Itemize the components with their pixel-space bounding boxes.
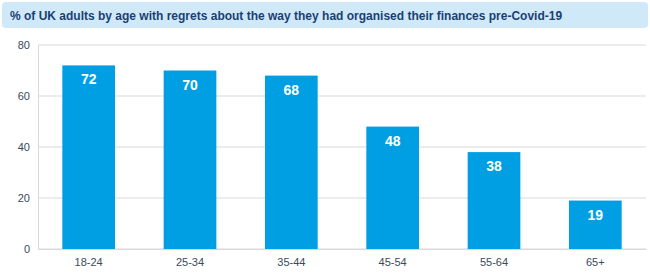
grid-line — [38, 147, 646, 148]
y-tick-label: 20 — [18, 192, 30, 204]
data-label: 48 — [385, 133, 401, 149]
bar — [62, 65, 115, 249]
bar — [265, 76, 318, 249]
bar — [569, 201, 622, 249]
x-tick: 35-44 — [277, 249, 305, 268]
data-labels: 72 70 68 48 38 19 — [81, 71, 603, 222]
y-tick-label: 40 — [18, 141, 30, 153]
x-tick: 55-64 — [480, 249, 508, 268]
y-axis-line — [38, 46, 39, 250]
y-tick: 80 — [18, 39, 38, 51]
x-tick: 18-24 — [75, 249, 103, 268]
y-axis: 0 20 40 60 80 — [18, 39, 39, 255]
y-tick-label: 0 — [24, 243, 30, 255]
grid-line — [38, 198, 646, 199]
x-tick-label: 35-44 — [277, 256, 305, 268]
x-tick-label: 65+ — [586, 256, 605, 268]
chart: % of UK adults by age with regrets about… — [0, 0, 650, 279]
grid-line — [38, 249, 646, 250]
title: % of UK adults by age with regrets about… — [10, 9, 562, 23]
x-tick: 45-54 — [379, 249, 407, 268]
x-axis-line — [39, 249, 647, 250]
bars — [62, 65, 621, 249]
x-tick: 65+ — [586, 249, 605, 268]
x-tick: 25-34 — [176, 249, 204, 268]
y-tick: 60 — [18, 90, 38, 102]
grid-line — [38, 96, 646, 97]
y-tick-label: 60 — [18, 90, 30, 102]
title-banner — [2, 2, 648, 28]
bar — [468, 152, 521, 249]
bar — [366, 127, 419, 249]
x-tick-label: 45-54 — [379, 256, 407, 268]
data-label: 19 — [588, 207, 604, 223]
x-tick-label: 55-64 — [480, 256, 508, 268]
bar — [164, 71, 217, 250]
data-label: 70 — [182, 77, 198, 93]
x-tick-label: 18-24 — [75, 256, 103, 268]
data-label: 68 — [284, 82, 300, 98]
x-tick-label: 25-34 — [176, 256, 204, 268]
y-tick-label: 80 — [18, 39, 30, 51]
grid — [38, 45, 646, 249]
x-axis: 18-24 25-34 35-44 45-54 55-64 65+ — [39, 249, 647, 268]
y-tick: 40 — [18, 141, 38, 153]
y-tick: 20 — [18, 192, 38, 204]
data-label: 38 — [486, 158, 502, 174]
y-tick: 0 — [24, 243, 38, 255]
data-label: 72 — [81, 71, 97, 87]
grid-line — [38, 45, 646, 46]
